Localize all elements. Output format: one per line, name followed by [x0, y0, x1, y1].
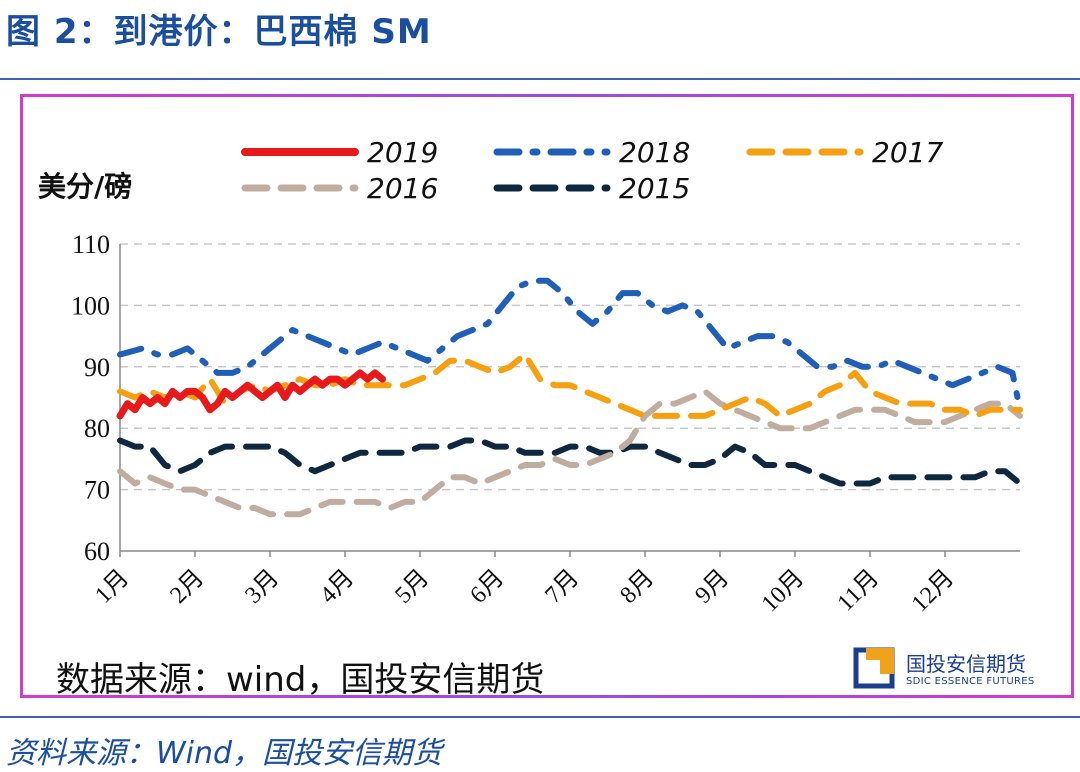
- series-line-2018: [117, 277, 1023, 413]
- y-tick-label: 70: [84, 476, 110, 505]
- legend-label-2015: 2015: [619, 172, 690, 205]
- legend-label-2019: 2019: [367, 136, 438, 169]
- sdic-logo-icon: [853, 647, 895, 689]
- title-divider: [0, 78, 1080, 80]
- y-tick-label: 110: [72, 230, 110, 259]
- x-tick-label: 9月: [690, 565, 734, 609]
- logo-text-en: SDIC ESSENCE FUTURES: [906, 676, 1035, 687]
- legend: 2019 2018 2017 2016 2015: [241, 136, 943, 205]
- x-tick-label: 6月: [465, 565, 509, 609]
- legend-label-2018: 2018: [619, 136, 690, 169]
- x-tick-label: 11月: [833, 565, 885, 617]
- x-tick-label: 12月: [907, 565, 959, 617]
- legend-label-2016: 2016: [367, 172, 438, 205]
- series-layer: [116, 277, 1023, 518]
- x-tick-label: 5月: [390, 565, 434, 609]
- company-logo: 国投安信期货 SDIC ESSENCE FUTURES: [852, 646, 1052, 694]
- figure-title: 图 2：到港价：巴西棉 SM: [6, 12, 432, 52]
- x-tick-label: 10月: [757, 565, 809, 617]
- series-line-2015: [117, 437, 1023, 487]
- x-tick-label: 4月: [315, 565, 359, 609]
- legend-label-2017: 2017: [872, 136, 943, 169]
- series-line-2016: [117, 388, 1023, 518]
- y-tick-label: 100: [71, 291, 110, 320]
- x-tick-label: 1月: [90, 565, 134, 609]
- y-tick-label: 90: [84, 353, 110, 382]
- x-tick-label: 2月: [165, 565, 209, 609]
- logo-text-cn: 国投安信期货: [906, 652, 1026, 676]
- x-tick-label: 3月: [240, 565, 284, 609]
- footer-divider: [0, 716, 1080, 718]
- y-tick-label: 60: [84, 537, 110, 566]
- chart-source-note: 数据来源：wind，国投安信期货: [56, 660, 545, 700]
- y-axis-label: 美分/磅: [38, 170, 132, 203]
- series-line-2019: [116, 369, 386, 420]
- figure-source-note: 资料来源：Wind，国投安信期货: [6, 736, 443, 771]
- y-tick-label: 80: [84, 414, 110, 443]
- x-tick-label: 7月: [540, 565, 584, 609]
- x-tick-label: 8月: [615, 565, 659, 609]
